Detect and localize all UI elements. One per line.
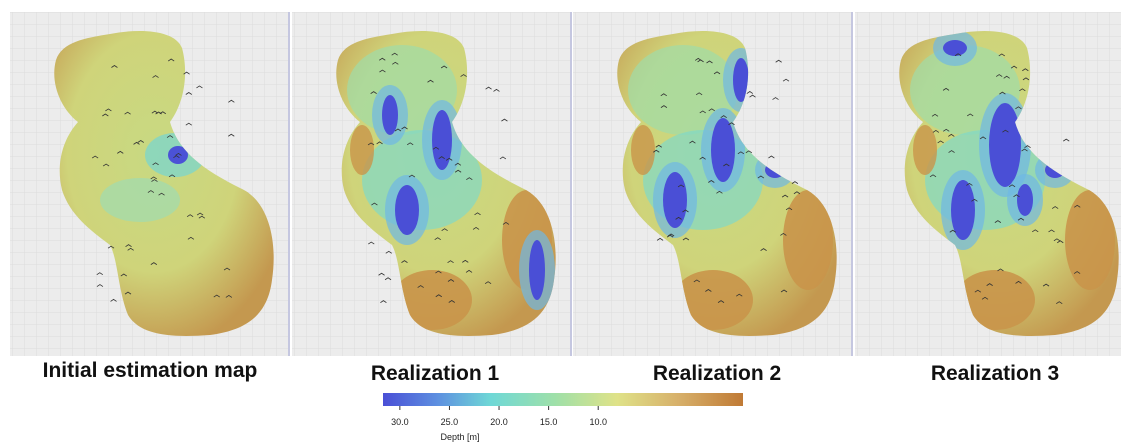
- figure: 30.0 25.0 20.0 15.0 10.0 Initial estimation …: [0, 0, 1121, 446]
- colorbar-tick-label: 15.0: [540, 417, 558, 427]
- map-panel: [292, 12, 571, 356]
- map-panel: [10, 12, 289, 356]
- colorbar: 30.0 25.0 20.0 15.0 10.0: [383, 393, 743, 427]
- field-patch: [631, 125, 655, 175]
- panel-label: Realization 1: [371, 362, 500, 385]
- field-patch: [663, 172, 687, 228]
- field-patch: [395, 185, 419, 235]
- colorbar-tick-label: 25.0: [441, 417, 459, 427]
- panel-label: Realization 2: [653, 362, 781, 385]
- colorbar-tick-label: 30.0: [391, 417, 409, 427]
- map-panel: [855, 12, 1121, 356]
- field-patch: [1017, 184, 1033, 216]
- field-patch: [100, 178, 180, 222]
- colorbar-tick-label: 20.0: [490, 417, 508, 427]
- field-patch: [943, 40, 967, 56]
- colorbar-gradient: [383, 393, 743, 406]
- field-patch: [711, 118, 735, 182]
- field-patch: [432, 110, 452, 170]
- map-panel: [573, 12, 852, 356]
- panel-label: Realization 3: [931, 362, 1059, 385]
- panels: [10, 12, 1121, 356]
- field-patch: [989, 103, 1021, 187]
- panel-label: Initial estimation map: [43, 359, 258, 382]
- colorbar-tick-label: 10.0: [589, 417, 607, 427]
- colorbar-label: Depth [m]: [440, 432, 479, 442]
- field-patch: [529, 240, 545, 300]
- field-patch: [350, 125, 374, 175]
- field-patch: [382, 95, 398, 135]
